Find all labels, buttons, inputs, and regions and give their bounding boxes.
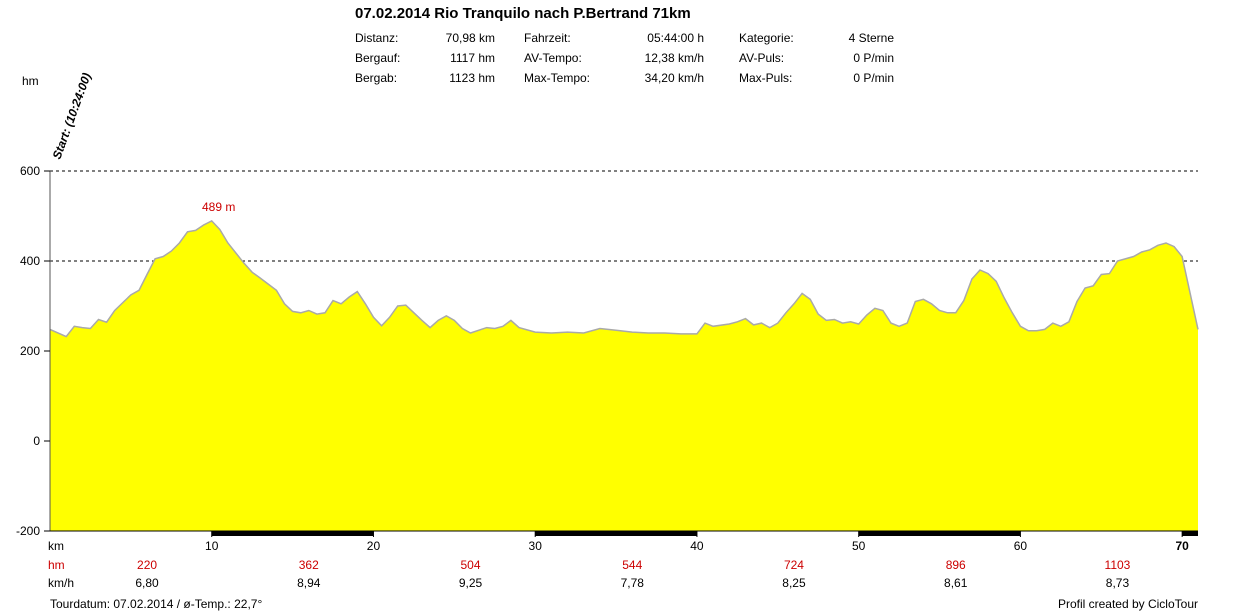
x-axis-segment: [858, 531, 1021, 536]
speed-row-value: 8,94: [297, 576, 321, 590]
max-elevation-annotation: 489 m: [202, 200, 235, 214]
x-tick-label: 10: [205, 539, 219, 553]
elevation-profile-chart: hm Start: (10:24:00) -200 0 200 400 600 10 20…: [16, 71, 1199, 590]
stat-distanz-label: Distanz:: [355, 31, 399, 45]
elevation-area: [50, 220, 1198, 531]
x-axis: 10 20 30 40 50 60 70: [50, 530, 1198, 553]
page-title: 07.02.2014 Rio Tranquilo nach P.Bertrand…: [355, 5, 691, 22]
stat-maxpuls-label: Max-Puls:: [739, 71, 793, 85]
x-tick-label: 60: [1014, 539, 1028, 553]
speed-row-value: 9,25: [459, 576, 483, 590]
km-row-label: km: [48, 539, 64, 553]
stat-maxtempo-label: Max-Tempo:: [524, 71, 591, 85]
stat-maxtempo-value: 34,20 km/h: [644, 71, 704, 85]
hm-row-value: 220: [137, 558, 157, 572]
speed-row-value: 8,25: [782, 576, 806, 590]
speed-row-value: 6,80: [135, 576, 159, 590]
y-axis-ticks: -200 0 200 400 600: [16, 164, 51, 538]
stat-avpuls-value: 0 P/min: [853, 51, 894, 65]
stat-bergab-label: Bergab:: [355, 71, 398, 85]
tour-date-footer: Tourdatum: 07.02.2014 / ø-Temp.: 22,7°: [50, 597, 263, 611]
speed-row-value: 8,73: [1106, 576, 1130, 590]
speed-row-label: km/h: [48, 576, 74, 590]
x-tick-label: 30: [529, 539, 543, 553]
hm-row-value: 896: [946, 558, 966, 572]
y-tick-label: -200: [16, 524, 40, 538]
stat-avtempo-label: AV-Tempo:: [524, 51, 582, 65]
x-tick-label: 20: [367, 539, 381, 553]
elevation-line: [49, 219, 1199, 338]
stat-avpuls-label: AV-Puls:: [739, 51, 785, 65]
speed-row-value: 8,61: [944, 576, 968, 590]
y-axis-label: hm: [22, 74, 39, 88]
stat-bergab-value: 1123 hm: [449, 71, 495, 85]
hm-row-value: 544: [622, 558, 642, 572]
hm-row-value: 362: [299, 558, 319, 572]
stat-bergauf-value: 1117 hm: [450, 51, 495, 65]
stat-distanz-value: 70,98 km: [445, 31, 495, 45]
x-tick-label: 70: [1175, 539, 1189, 553]
stat-kategorie-label: Kategorie:: [739, 31, 794, 45]
stat-kategorie-value: 4 Sterne: [848, 31, 894, 45]
y-tick-label: 600: [20, 164, 40, 178]
x-tick-label: 40: [690, 539, 704, 553]
x-axis-segment: [211, 531, 374, 536]
stat-fahrzeit-label: Fahrzeit:: [524, 31, 571, 45]
y-tick-label: 0: [33, 434, 40, 448]
x-axis-segment: [1182, 531, 1198, 536]
stat-maxpuls-value: 0 P/min: [853, 71, 894, 85]
speed-row-value: 7,78: [621, 576, 645, 590]
credit-footer: Profil created by CicloTour: [1057, 597, 1198, 611]
x-tick-label: 50: [852, 539, 866, 553]
hm-row-value: 504: [460, 558, 480, 572]
start-time-label: Start: (10:24:00): [50, 71, 94, 161]
stat-avtempo-value: 12,38 km/h: [644, 51, 704, 65]
y-tick-label: 400: [20, 254, 40, 268]
hm-row-value: 724: [784, 558, 804, 572]
y-tick-label: 200: [20, 344, 40, 358]
hm-row-label: hm: [48, 558, 65, 572]
stat-bergauf-label: Bergauf:: [355, 51, 401, 65]
hm-row-value: 1103: [1105, 558, 1131, 572]
x-axis-segment: [535, 531, 697, 536]
summary-rows: km hm km/h 220 362 504 544 724 896 1103 6,80 8,9…: [48, 539, 1131, 590]
stat-fahrzeit-value: 05:44:00 h: [647, 31, 704, 45]
